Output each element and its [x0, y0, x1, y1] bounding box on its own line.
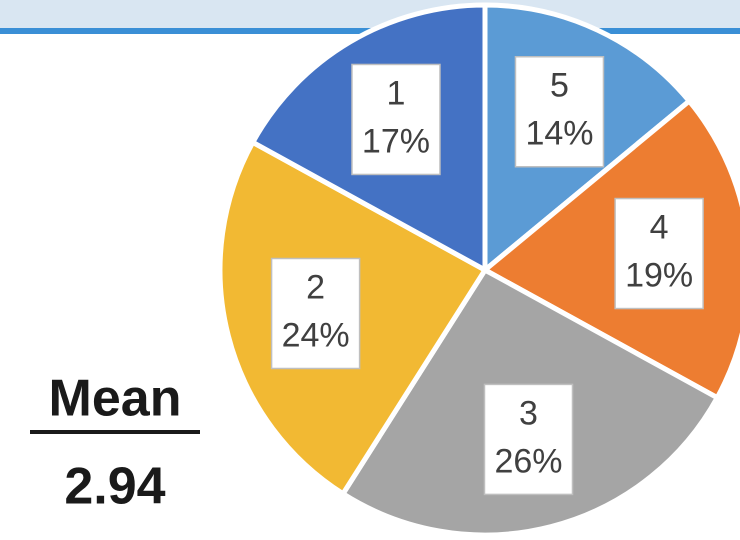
- mean-label: Mean: [49, 370, 182, 428]
- mean-value: 2.94: [64, 458, 165, 516]
- slice-value-label: 19%: [625, 257, 693, 295]
- slice-value-label: 14%: [525, 115, 593, 153]
- slice-category: 1: [387, 74, 406, 112]
- slice-category: 5: [550, 67, 569, 105]
- label-box: [514, 55, 605, 168]
- label-box: [270, 257, 361, 370]
- slice-category: 3: [519, 394, 538, 432]
- label-box: [351, 63, 441, 176]
- slice-value-label: 24%: [282, 316, 350, 354]
- header-band: [0, 0, 740, 28]
- slice-value-label: 17%: [362, 122, 430, 160]
- slice-value-label: 26%: [494, 442, 562, 480]
- label-box: [614, 197, 704, 310]
- slice-category: 4: [650, 209, 669, 247]
- pie-slice: [480, 97, 740, 402]
- slice-category: 2: [306, 268, 325, 306]
- label-box: [483, 383, 574, 496]
- labels: 5 14% 4 19% 3 26% 2 24% 1 17%: [270, 55, 704, 496]
- mean-underline: [30, 430, 200, 434]
